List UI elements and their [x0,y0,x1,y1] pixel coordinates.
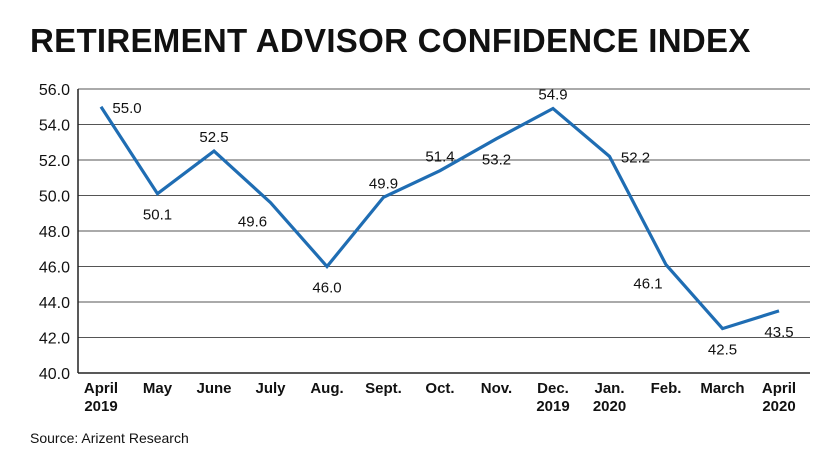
series-line [99,105,780,331]
x-tick-label: March [700,380,744,397]
x-tick-label: Aug. [310,380,343,397]
y-tick-label: 50.0 [39,189,70,206]
x-tick-label: May [143,380,173,397]
x-tick-label: April 2020 [762,380,796,415]
data-label: 49.9 [369,175,398,192]
x-tick-label: Jan. 2020 [593,380,626,415]
data-label: 55.0 [112,100,141,117]
y-tick-label: 54.0 [39,118,70,135]
data-label: 43.5 [764,324,793,341]
data-label: 51.4 [425,149,454,166]
y-tick-label: 52.0 [39,153,70,170]
data-label: 54.9 [538,87,567,104]
data-label: 52.2 [621,149,650,166]
data-label: 46.1 [633,276,662,293]
x-tick-label: Feb. [651,380,682,397]
x-tick-label: April 2019 [84,380,118,415]
y-tick-label: 44.0 [39,295,70,312]
x-tick-label: Nov. [481,380,512,397]
series-line-group [99,105,780,331]
x-tick-label: Dec. 2019 [536,380,569,415]
data-labels: 55.0 50.1 52.5 49.6 46.0 49.9 51.4 53.2 54.9 52.2… [112,87,793,359]
y-tick-label: 46.0 [39,260,70,277]
data-label: 50.1 [143,207,172,224]
source-note: Source: Arizent Research [30,430,189,446]
chart-title: RETIREMENT ADVISOR CONFIDENCE INDEX [30,22,751,59]
y-tick-labels: 40.0 42.0 44.0 46.0 48.0 50.0 52.0 54.0 56.0 [39,82,70,383]
data-label: 52.5 [199,129,228,146]
y-tick-label: 42.0 [39,331,70,348]
x-tick-label: July [255,380,286,397]
y-tick-label: 40.0 [39,366,70,383]
gridlines [78,88,810,338]
x-tick-labels: April 2019 May June July Aug. Sept. Oct. Nov. Dec… [84,380,796,415]
data-label: 49.6 [238,214,267,231]
x-tick-label: Oct. [425,380,454,397]
data-label: 53.2 [482,152,511,169]
x-tick-label: Sept. [365,380,402,397]
data-label: 46.0 [312,280,341,297]
y-tick-label: 56.0 [39,82,70,99]
axes [77,89,810,374]
x-tick-label: June [196,380,231,397]
data-label: 42.5 [708,342,737,359]
y-tick-label: 48.0 [39,224,70,241]
